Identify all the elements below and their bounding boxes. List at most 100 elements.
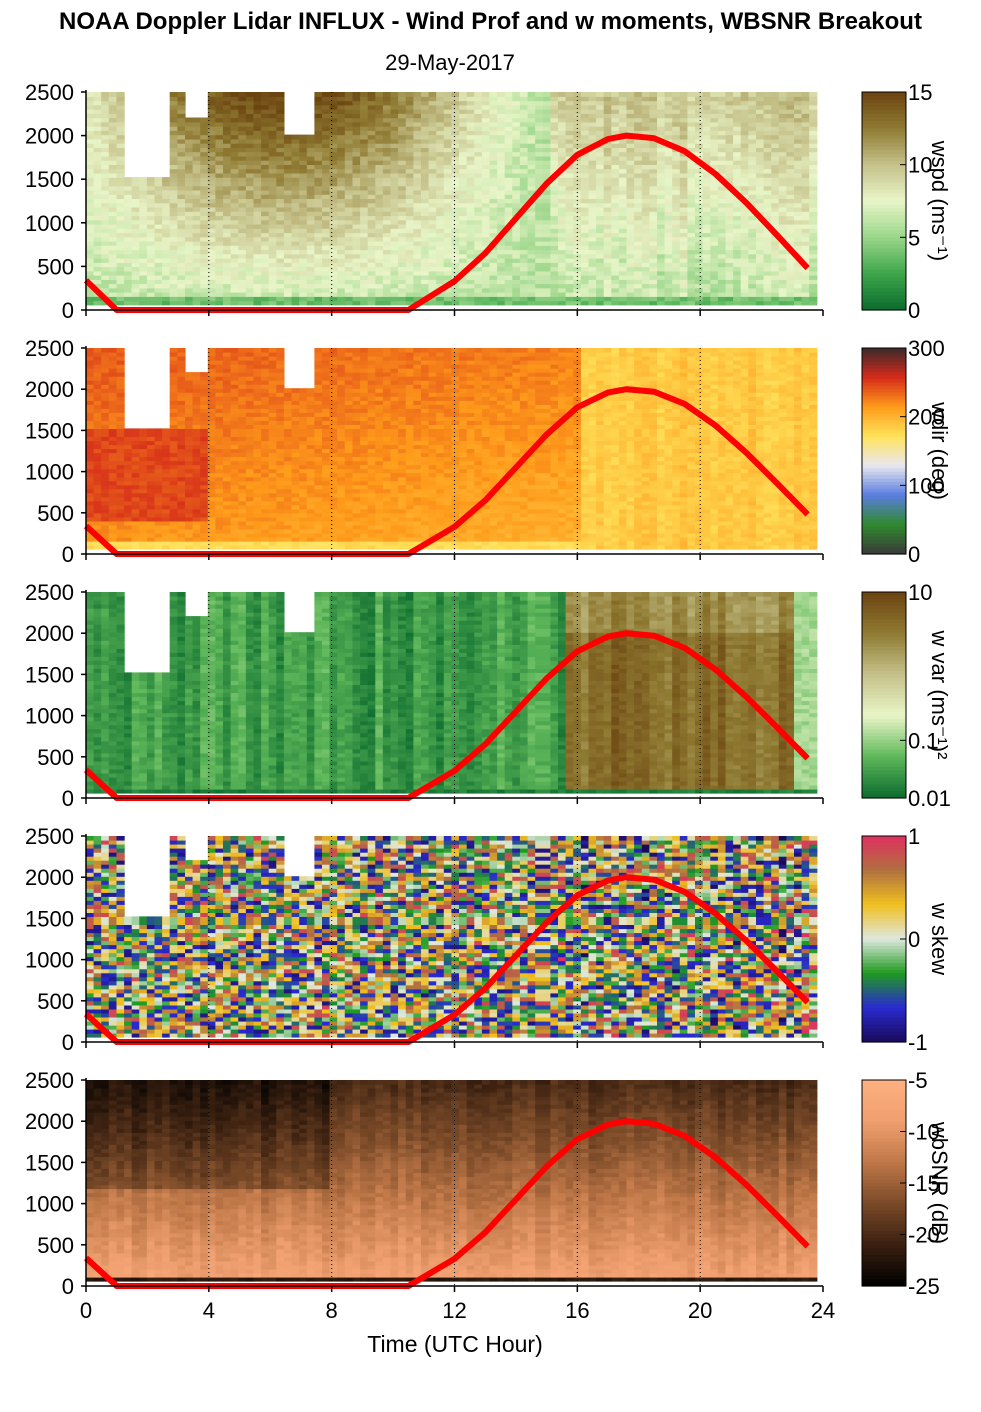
- heatmap-cell: [611, 105, 619, 110]
- heatmap-cell: [353, 224, 361, 229]
- heatmap-cell: [117, 228, 125, 233]
- heatmap-cell: [193, 203, 201, 208]
- heatmap-cell: [215, 245, 223, 250]
- heatmap-cell: [398, 130, 406, 135]
- heatmap-cell: [109, 400, 117, 405]
- heatmap-cell: [322, 152, 330, 157]
- heatmap-cell: [444, 105, 452, 110]
- heatmap-cell: [497, 92, 505, 97]
- heatmap-cell: [124, 198, 132, 203]
- heatmap-cell: [101, 348, 109, 353]
- heatmap-cell: [117, 348, 125, 353]
- heatmap-cell: [512, 152, 520, 157]
- heatmap-cell: [177, 301, 185, 306]
- heatmap-cell: [330, 245, 338, 250]
- heatmap-cell: [353, 92, 361, 97]
- heatmap-cell: [657, 113, 665, 118]
- heatmap-cell: [345, 241, 353, 246]
- heatmap-cell: [223, 262, 231, 267]
- heatmap-cell: [771, 135, 779, 140]
- heatmap-cell: [124, 493, 132, 498]
- heatmap-cell: [436, 211, 444, 216]
- heatmap-cell: [809, 220, 817, 225]
- heatmap-cell: [86, 453, 94, 458]
- heatmap-cell: [642, 164, 650, 169]
- heatmap-cell: [642, 228, 650, 233]
- heatmap-cell: [94, 497, 102, 502]
- heatmap-cell: [185, 181, 193, 186]
- heatmap-cell: [710, 118, 718, 123]
- heatmap-cell: [185, 177, 193, 182]
- heatmap-cell: [520, 169, 528, 174]
- heatmap-cell: [246, 118, 254, 123]
- heatmap-cell: [429, 279, 437, 284]
- heatmap-cell: [490, 211, 498, 216]
- heatmap-cell: [94, 376, 102, 381]
- heatmap-cell: [398, 169, 406, 174]
- heatmap-cell: [482, 173, 490, 178]
- heatmap-cell: [680, 207, 688, 212]
- heatmap-cell: [687, 130, 695, 135]
- heatmap-cell: [231, 258, 239, 263]
- heatmap-cell: [170, 245, 178, 250]
- heatmap-cell: [611, 164, 619, 169]
- heatmap-cell: [627, 207, 635, 212]
- heatmap-cell: [756, 190, 764, 195]
- heatmap-cell: [429, 147, 437, 152]
- heatmap-cell: [528, 220, 536, 225]
- heatmap-cell: [330, 126, 338, 131]
- heatmap-cell: [490, 105, 498, 110]
- heatmap-cell: [413, 147, 421, 152]
- heatmap-cell: [627, 152, 635, 157]
- heatmap-cell: [619, 220, 627, 225]
- heatmap-cell: [383, 152, 391, 157]
- heatmap-cell: [558, 122, 566, 127]
- heatmap-cell: [444, 296, 452, 301]
- heatmap-cell: [581, 92, 589, 97]
- heatmap-cell: [193, 139, 201, 144]
- heatmap-cell: [429, 173, 437, 178]
- heatmap-cell: [741, 258, 749, 263]
- heatmap-cell: [756, 203, 764, 208]
- heatmap-cell: [314, 296, 322, 301]
- heatmap-cell: [360, 143, 368, 148]
- heatmap-cell: [284, 135, 292, 140]
- heatmap-cell: [337, 152, 345, 157]
- heatmap-cell: [687, 194, 695, 199]
- heatmap-cell: [604, 296, 612, 301]
- heatmap-cell: [741, 96, 749, 101]
- heatmap-cell: [550, 279, 558, 284]
- heatmap-cell: [185, 284, 193, 289]
- heatmap-cell: [276, 207, 284, 212]
- heatmap-cell: [482, 288, 490, 293]
- heatmap-cell: [604, 301, 612, 306]
- heatmap-cell: [413, 224, 421, 229]
- heatmap-cell: [261, 173, 269, 178]
- heatmap-cell: [756, 194, 764, 199]
- heatmap-cell: [246, 245, 254, 250]
- heatmap-cell: [117, 481, 125, 486]
- heatmap-cell: [421, 113, 429, 118]
- heatmap-cell: [124, 513, 132, 518]
- heatmap-cell: [406, 292, 414, 297]
- heatmap-cell: [687, 271, 695, 276]
- heatmap-cell: [528, 186, 536, 191]
- heatmap-cell: [215, 224, 223, 229]
- heatmap-cell: [596, 164, 604, 169]
- heatmap-cell: [520, 241, 528, 246]
- heatmap-cell: [345, 143, 353, 148]
- heatmap-cell: [368, 249, 376, 254]
- heatmap-cell: [406, 284, 414, 289]
- heatmap-cell: [665, 301, 673, 306]
- heatmap-cell: [353, 241, 361, 246]
- heatmap-cell: [611, 245, 619, 250]
- heatmap-cell: [261, 249, 269, 254]
- heatmap-cell: [809, 275, 817, 280]
- heatmap-cell: [672, 292, 680, 297]
- heatmap-cell: [512, 249, 520, 254]
- heatmap-cell: [117, 505, 125, 510]
- heatmap-cell: [261, 152, 269, 157]
- heatmap-cell: [307, 296, 315, 301]
- heatmap-cell: [345, 262, 353, 267]
- heatmap-cell: [124, 245, 132, 250]
